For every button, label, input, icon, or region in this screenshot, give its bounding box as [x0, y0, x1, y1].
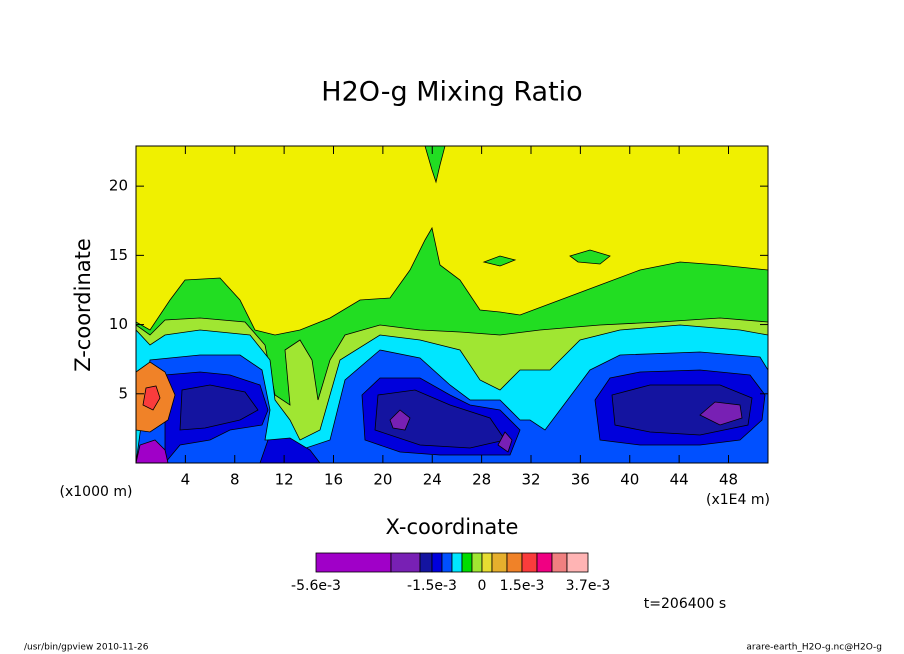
colorbar-tick-label: 1.5e-3	[500, 578, 545, 594]
contour-band	[482, 255, 517, 267]
contour-band	[259, 437, 321, 463]
colorbar-segment	[536, 552, 553, 573]
x-tick-label: 48	[719, 471, 738, 489]
contour-band	[424, 146, 446, 184]
colorbar-segment	[481, 552, 493, 573]
colorbar-segment	[431, 552, 443, 573]
y-tick-label: 5	[118, 384, 128, 402]
contour-band	[179, 384, 259, 431]
x-tick-label: 36	[571, 471, 590, 489]
colorbar-segment	[441, 552, 453, 573]
y-axis-label: Z-coordinate	[71, 238, 95, 372]
colorbar-segment	[315, 552, 392, 573]
time-label: t=206400 s	[644, 596, 726, 612]
colorbar-segment	[471, 552, 483, 573]
contour-band	[136, 439, 169, 463]
y-tick-label: 15	[109, 246, 128, 264]
footer-right: arare-earth_H2O-g.nc@H2O-g	[746, 643, 882, 653]
contour-band	[374, 389, 506, 449]
footer-left: /usr/bin/gpview 2010-11-26	[24, 643, 149, 653]
colorbar-segment	[566, 552, 589, 573]
x-tick-label: 28	[472, 471, 491, 489]
colorbar-segment	[521, 552, 538, 573]
x-tick-label: 24	[423, 471, 442, 489]
contour-band	[497, 431, 513, 453]
colorbar-segment	[390, 552, 421, 573]
x-tick-label: 20	[373, 471, 392, 489]
contour-band	[569, 249, 611, 265]
x-tick-label: 4	[181, 471, 191, 489]
contour-band	[699, 401, 743, 426]
colorbar-tick-label: -5.6e-3	[291, 578, 341, 594]
x-tick-label: 44	[670, 471, 689, 489]
colorbar-tick-label: 0	[478, 578, 487, 594]
chart-title: H2O-g Mixing Ratio	[321, 77, 582, 108]
colorbar-segment	[419, 552, 433, 573]
x-tick-label: 16	[324, 471, 343, 489]
colorbar-segment	[491, 552, 508, 573]
y-tick-label: 20	[109, 177, 128, 195]
x-unit: (x1E4 m)	[706, 492, 770, 508]
colorbar-segment	[451, 552, 463, 573]
colorbar-tick-label: -1.5e-3	[407, 578, 457, 594]
contour-field	[136, 146, 768, 463]
colorbar-segment	[551, 552, 568, 573]
y-tick-label: 10	[109, 315, 128, 333]
colorbar-segment	[461, 552, 473, 573]
contour-band	[142, 385, 161, 411]
contour-band	[389, 409, 411, 431]
x-tick-label: 32	[521, 471, 540, 489]
x-tick-label: 40	[620, 471, 639, 489]
colorbar-tick-label: 3.7e-3	[566, 578, 611, 594]
plot-frame	[135, 145, 769, 464]
colorbar-segment	[506, 552, 523, 573]
y-unit: (x1000 m)	[60, 484, 133, 500]
x-axis-label: X-coordinate	[386, 515, 519, 539]
x-tick-label: 12	[275, 471, 294, 489]
x-tick-label: 8	[230, 471, 240, 489]
